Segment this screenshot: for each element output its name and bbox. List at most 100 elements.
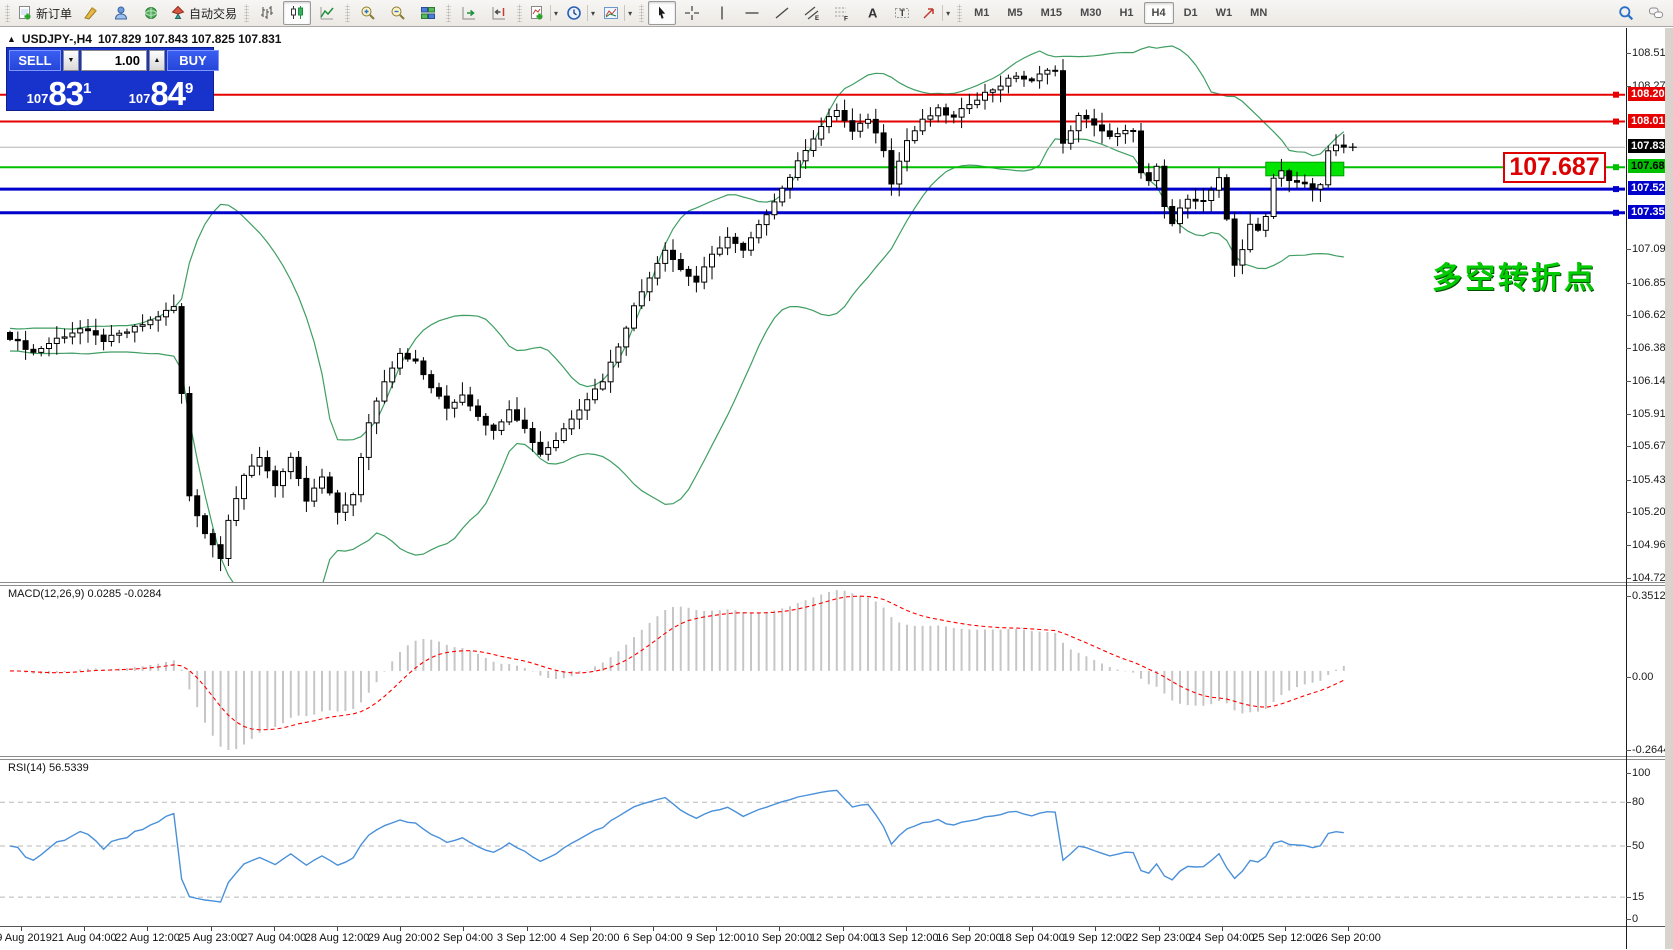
arrows-button-dropdown-caret[interactable]: ▾ [942, 5, 950, 21]
tf-m15[interactable]: M15 [1040, 7, 1063, 19]
arrows-button[interactable]: ▾ [918, 1, 953, 25]
tf-w1[interactable]: W1 [1215, 7, 1233, 19]
toolbar-group-handle[interactable] [5, 4, 10, 22]
styler-button[interactable] [77, 1, 105, 25]
channel-button[interactable]: E [798, 1, 826, 25]
cursor-button[interactable] [648, 1, 677, 25]
tile-windows-button[interactable] [414, 1, 442, 25]
profile-icon [113, 5, 129, 21]
vline-button[interactable] [708, 1, 736, 25]
time-axis-label: 25 Aug 23:00 [178, 932, 244, 944]
time-axis-label: 29 Aug 20:00 [367, 932, 433, 944]
trendline-button[interactable] [768, 1, 796, 25]
channel-icon: E [804, 5, 820, 21]
toolbar-group-handle[interactable] [345, 4, 351, 22]
indicators-button[interactable]: ▾ [526, 1, 561, 25]
volume-decrement-button[interactable]: ▼ [63, 50, 79, 71]
text-button[interactable]: A [858, 1, 886, 25]
label-button[interactable]: T [888, 1, 916, 25]
tf-h4[interactable]: H4 [1143, 2, 1174, 24]
hline-icon [744, 5, 760, 21]
new-order-button[interactable]: 新订单 [14, 1, 75, 25]
macd-axis-label: -0.2644 [1632, 744, 1670, 756]
price-axis-tick: 105.910 [1632, 407, 1672, 420]
tf-h1[interactable]: H1 [1119, 7, 1134, 19]
chat-button[interactable] [1642, 1, 1670, 25]
new-order-button-label: 新订单 [36, 6, 73, 21]
tf-mn[interactable]: MN [1250, 7, 1268, 19]
price-alert-label[interactable]: 107.687 [1503, 152, 1606, 183]
hline-axis-label: 108.209 [1628, 86, 1673, 101]
periods-button[interactable]: ▾ [563, 1, 598, 25]
line-chart-button[interactable] [313, 1, 341, 25]
collapse-panel-icon[interactable]: ▲ [7, 34, 16, 44]
rsi-axis-label: 0 [1632, 913, 1639, 925]
toolbar-group-handle[interactable] [957, 4, 963, 22]
zoom-in-button[interactable] [354, 1, 382, 25]
shift-icon [491, 5, 507, 21]
tf-d1[interactable]: D1 [1183, 7, 1198, 19]
time-axis-label: 4 Sep 20:00 [560, 932, 620, 944]
hline-button[interactable] [738, 1, 766, 25]
candlestick-button[interactable] [283, 1, 312, 25]
zoom-in-icon [360, 5, 376, 21]
volume-increment-button[interactable]: ▲ [149, 50, 165, 71]
autotrading-button-label: 自动交易 [189, 6, 238, 21]
sell-price[interactable]: 107 83 1 [9, 73, 109, 110]
template-icon [603, 5, 619, 21]
fibonacci-button[interactable]: F [828, 1, 856, 25]
indicators-button-dropdown-caret[interactable]: ▾ [550, 5, 558, 21]
search-button[interactable] [1612, 1, 1640, 25]
rsi-axis-label: 15 [1632, 891, 1645, 904]
time-axis-label: 28 Aug 12:00 [304, 932, 370, 944]
toolbar-group-handle[interactable] [517, 4, 523, 22]
tf-m1[interactable]: M1 [974, 7, 990, 19]
arrows-icon [921, 5, 937, 21]
tf-m30[interactable]: M30 [1080, 7, 1102, 19]
volume-input[interactable] [81, 50, 147, 71]
trendline-icon [774, 5, 790, 21]
auto-scroll-button[interactable] [455, 1, 483, 25]
autoscroll-icon [461, 5, 477, 21]
rsi-pane[interactable] [0, 760, 1626, 926]
chat-icon [1648, 5, 1664, 21]
buy-button[interactable]: BUY [167, 50, 219, 71]
templates-button-dropdown-caret[interactable]: ▾ [624, 5, 632, 21]
tf-m5[interactable]: M5 [1007, 7, 1023, 19]
ohlc-values: 107.829 107.843 107.825 107.831 [97, 32, 282, 46]
sell-button[interactable]: SELL [9, 50, 61, 71]
toolbar-group-handle[interactable] [639, 4, 645, 22]
pane-separator-rsi[interactable] [0, 756, 1665, 760]
crosshair-button[interactable] [678, 1, 706, 25]
time-axis-label: 16 Sep 20:00 [936, 932, 1002, 944]
autotrading-button[interactable]: 自动交易 [167, 1, 240, 25]
price-axis-tick: 105.435 [1632, 473, 1672, 486]
rsi-axis-label: 80 [1632, 796, 1645, 809]
last-price-axis-label: 107.831 [1628, 139, 1673, 154]
zoom-out-button[interactable] [384, 1, 412, 25]
profiles-button[interactable] [107, 1, 135, 25]
chart-shift-button[interactable] [485, 1, 513, 25]
periods-button-dropdown-caret[interactable]: ▾ [587, 5, 595, 21]
buy-price-big: 84 [150, 75, 186, 112]
macd-pane[interactable] [0, 586, 1626, 756]
pane-separator-macd[interactable] [0, 582, 1665, 586]
time-axis-label: 21 Aug 04:00 [51, 932, 117, 944]
toolbar-group-handle[interactable] [244, 4, 250, 22]
robot-icon [170, 5, 186, 21]
templates-button[interactable]: ▾ [600, 1, 635, 25]
turning-point-annotation[interactable]: 多空转折点 [1432, 262, 1597, 295]
main-price-pane[interactable] [0, 28, 1626, 582]
macd-axis-label: 0.3512 [1632, 590, 1666, 602]
time-axis-label: 24 Sep 04:00 [1189, 932, 1255, 944]
buy-price-prefix: 107 [128, 91, 151, 106]
data-window-button[interactable] [137, 1, 165, 25]
text-a-icon: A [864, 5, 880, 21]
bar-chart-button[interactable] [253, 1, 281, 25]
toolbar-group-handle[interactable] [446, 4, 452, 22]
buy-price[interactable]: 107 84 9 [111, 73, 211, 110]
time-axis-label: 12 Sep 04:00 [809, 932, 876, 944]
time-axis-label: 18 Sep 04:00 [999, 932, 1065, 944]
